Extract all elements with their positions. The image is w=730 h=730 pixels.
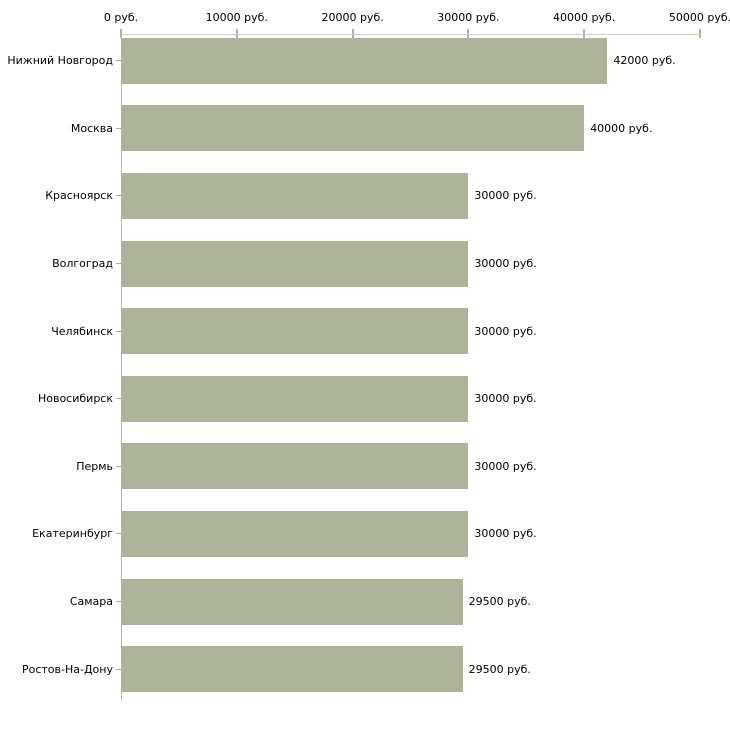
bar-row: Новосибирск 30000 руб. — [0, 365, 730, 433]
value-label: 42000 руб. — [613, 54, 676, 68]
value-label: 29500 руб. — [468, 595, 531, 609]
bar — [121, 646, 463, 693]
x-axis-tick-label: 10000 руб. — [205, 11, 268, 24]
value-label: 30000 руб. — [474, 527, 537, 541]
category-tick-mark — [116, 533, 121, 535]
x-axis-tick-mark — [120, 29, 122, 38]
x-axis-tick-label: 40000 руб. — [553, 11, 616, 24]
category-label: Ростов-На-Дону — [21, 662, 113, 676]
bar-row: Екатеринбург 30000 руб. — [0, 500, 730, 568]
category-tick-mark — [116, 330, 121, 332]
bar — [121, 375, 469, 422]
bar-row: Москва 40000 руб. — [0, 95, 730, 163]
bar-row: Волгоград 30000 руб. — [0, 230, 730, 298]
category-label: Москва — [70, 121, 113, 135]
category-tick-mark — [116, 60, 121, 62]
x-axis-tick-mark — [699, 29, 701, 38]
category-tick-mark — [116, 127, 121, 129]
bar-rows: Нижний Новгород 42000 руб. Москва 40000 руб… — [0, 27, 730, 703]
value-label: 30000 руб. — [474, 257, 537, 271]
bar — [121, 240, 469, 287]
bar-row: Челябинск 30000 руб. — [0, 297, 730, 365]
category-tick-mark — [116, 668, 121, 670]
category-tick-mark — [116, 263, 121, 265]
x-axis-tick-label: 0 руб. — [103, 11, 139, 24]
x-axis-tick-mark — [583, 29, 586, 38]
value-label: 29500 руб. — [468, 662, 531, 676]
x-axis-tick-mark — [235, 29, 238, 38]
category-label: Самара — [69, 595, 113, 609]
category-label: Челябинск — [51, 324, 113, 338]
bar — [121, 443, 469, 490]
bar — [121, 510, 469, 557]
category-label: Пермь — [76, 459, 113, 473]
value-label: 30000 руб. — [474, 189, 537, 203]
bar-row: Самара 29500 руб. — [0, 568, 730, 636]
x-axis-line — [121, 34, 701, 35]
category-tick-mark — [116, 398, 121, 400]
x-axis-tick-label: 30000 руб. — [437, 11, 500, 24]
category-label: Красноярск — [45, 189, 113, 203]
x-axis-tick-label: 50000 руб. — [668, 11, 730, 24]
value-label: 30000 руб. — [474, 392, 537, 406]
bar-row: Пермь 30000 руб. — [0, 433, 730, 501]
y-axis-line — [121, 34, 122, 700]
category-tick-mark — [116, 465, 121, 467]
category-label: Екатеринбург — [32, 527, 113, 541]
x-axis-tick-mark — [467, 29, 470, 38]
category-tick-mark — [116, 195, 121, 197]
bar — [121, 172, 469, 219]
x-axis-tick-label: 20000 руб. — [321, 11, 384, 24]
category-label: Волгоград — [52, 257, 113, 271]
bar-row: Красноярск 30000 руб. — [0, 162, 730, 230]
category-tick-mark — [116, 601, 121, 603]
bar-row: Ростов-На-Дону 29500 руб. — [0, 635, 730, 703]
category-label: Нижний Новгород — [7, 54, 113, 68]
bar — [121, 308, 469, 355]
bar — [121, 578, 463, 625]
value-label: 30000 руб. — [474, 459, 537, 473]
category-label: Новосибирск — [37, 392, 113, 406]
bar — [121, 37, 608, 84]
bar — [121, 105, 585, 152]
x-axis-tick-mark — [351, 29, 354, 38]
value-label: 30000 руб. — [474, 324, 537, 338]
bar-row: Нижний Новгород 42000 руб. — [0, 27, 730, 95]
value-label: 40000 руб. — [590, 121, 653, 135]
